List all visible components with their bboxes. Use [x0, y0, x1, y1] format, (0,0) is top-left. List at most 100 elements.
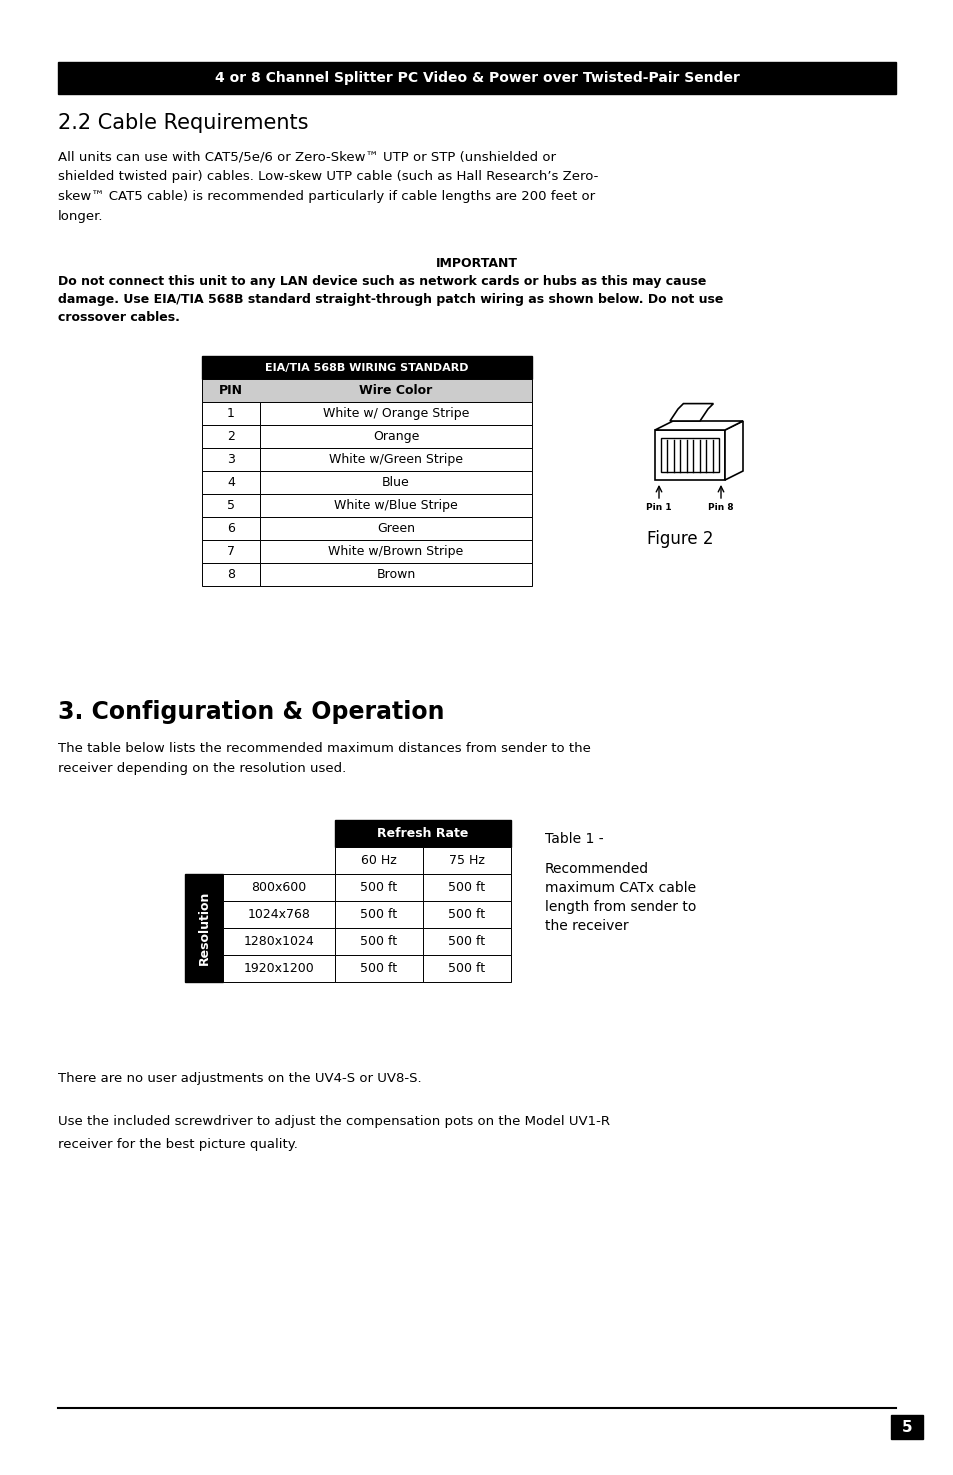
Text: 500 ft: 500 ft — [360, 881, 397, 894]
Bar — [260, 403, 532, 425]
Text: 5: 5 — [227, 499, 234, 512]
Text: 6: 6 — [227, 522, 234, 535]
Text: The table below lists the recommended maximum distances from sender to the: The table below lists the recommended ma… — [58, 742, 590, 755]
Text: crossover cables.: crossover cables. — [58, 311, 180, 324]
Bar — [223, 954, 335, 982]
Text: maximum CATx cable: maximum CATx cable — [544, 881, 696, 895]
Text: shielded twisted pair) cables. Low-skew UTP cable (such as Hall Research’s Zero-: shielded twisted pair) cables. Low-skew … — [58, 170, 598, 183]
Bar — [335, 820, 511, 847]
Text: White w/Green Stripe: White w/Green Stripe — [329, 453, 462, 466]
Text: longer.: longer. — [58, 209, 103, 223]
Text: receiver depending on the resolution used.: receiver depending on the resolution use… — [58, 763, 346, 774]
Text: 3. Configuration & Operation: 3. Configuration & Operation — [58, 701, 444, 724]
Text: 4 or 8 Channel Splitter PC Video & Power over Twisted-Pair Sender: 4 or 8 Channel Splitter PC Video & Power… — [214, 71, 739, 86]
Text: 8: 8 — [227, 568, 234, 581]
Text: Green: Green — [376, 522, 415, 535]
Text: IMPORTANT: IMPORTANT — [436, 257, 517, 270]
Text: length from sender to: length from sender to — [544, 900, 696, 914]
Text: Blue: Blue — [382, 476, 410, 490]
Text: 2.2 Cable Requirements: 2.2 Cable Requirements — [58, 114, 308, 133]
Text: There are no user adjustments on the UV4-S or UV8-S.: There are no user adjustments on the UV4… — [58, 1072, 421, 1086]
Text: Do not connect this unit to any LAN device such as network cards or hubs as this: Do not connect this unit to any LAN devi… — [58, 274, 705, 288]
Polygon shape — [724, 420, 742, 479]
Text: 1280x1024: 1280x1024 — [243, 935, 314, 948]
Bar — [260, 518, 532, 540]
Bar — [223, 875, 335, 901]
Text: Use the included screwdriver to adjust the compensation pots on the Model UV1-R: Use the included screwdriver to adjust t… — [58, 1115, 609, 1128]
Bar — [202, 355, 532, 379]
Bar — [260, 540, 532, 563]
Bar — [422, 901, 511, 928]
Text: Resolution: Resolution — [197, 891, 211, 965]
Bar — [202, 379, 532, 403]
Text: Recommended: Recommended — [544, 861, 648, 876]
Bar — [202, 494, 260, 518]
Bar — [223, 928, 335, 954]
Bar — [260, 494, 532, 518]
Text: 800x600: 800x600 — [251, 881, 306, 894]
Text: 500 ft: 500 ft — [448, 881, 485, 894]
Bar — [660, 438, 719, 472]
Text: White w/Blue Stripe: White w/Blue Stripe — [334, 499, 457, 512]
Bar — [202, 448, 260, 471]
Text: 75 Hz: 75 Hz — [449, 854, 484, 867]
Bar — [422, 928, 511, 954]
Bar — [655, 431, 724, 479]
Text: 2: 2 — [227, 431, 234, 442]
Bar — [335, 875, 422, 901]
Bar — [260, 563, 532, 586]
Text: 500 ft: 500 ft — [360, 909, 397, 920]
Bar — [260, 448, 532, 471]
Text: Wire Color: Wire Color — [359, 384, 432, 397]
Text: EIA/TIA 568B WIRING STANDARD: EIA/TIA 568B WIRING STANDARD — [265, 363, 468, 373]
Bar — [422, 847, 511, 875]
Bar — [202, 563, 260, 586]
Bar — [335, 847, 422, 875]
Text: 500 ft: 500 ft — [448, 935, 485, 948]
Text: White w/Brown Stripe: White w/Brown Stripe — [328, 544, 463, 558]
Text: 1920x1200: 1920x1200 — [243, 962, 314, 975]
Bar — [202, 403, 260, 425]
Text: 5: 5 — [901, 1419, 911, 1435]
Text: 1024x768: 1024x768 — [247, 909, 310, 920]
Bar — [422, 875, 511, 901]
Text: White w/ Orange Stripe: White w/ Orange Stripe — [322, 407, 469, 420]
Bar — [335, 954, 422, 982]
Text: skew™ CAT5 cable) is recommended particularly if cable lengths are 200 feet or: skew™ CAT5 cable) is recommended particu… — [58, 190, 595, 204]
Text: Orange: Orange — [373, 431, 418, 442]
Bar — [260, 425, 532, 448]
Text: 60 Hz: 60 Hz — [361, 854, 396, 867]
Text: 500 ft: 500 ft — [448, 962, 485, 975]
Bar — [422, 954, 511, 982]
Text: 500 ft: 500 ft — [360, 962, 397, 975]
Polygon shape — [669, 404, 713, 420]
Bar — [58, 62, 895, 94]
Text: 500 ft: 500 ft — [448, 909, 485, 920]
Text: the receiver: the receiver — [544, 919, 628, 934]
Polygon shape — [655, 420, 742, 431]
Bar — [202, 425, 260, 448]
Text: 1: 1 — [227, 407, 234, 420]
Bar — [890, 1415, 923, 1440]
Text: PIN: PIN — [219, 384, 243, 397]
Text: 7: 7 — [227, 544, 234, 558]
Text: 4: 4 — [227, 476, 234, 490]
Text: Pin 1: Pin 1 — [645, 503, 671, 512]
Text: Figure 2: Figure 2 — [646, 530, 713, 549]
Text: 3: 3 — [227, 453, 234, 466]
Bar — [223, 901, 335, 928]
Text: Brown: Brown — [376, 568, 416, 581]
Bar — [202, 518, 260, 540]
Text: Pin 8: Pin 8 — [707, 503, 733, 512]
Text: receiver for the best picture quality.: receiver for the best picture quality. — [58, 1139, 297, 1150]
Bar — [260, 471, 532, 494]
Bar — [335, 901, 422, 928]
Text: Refresh Rate: Refresh Rate — [377, 827, 468, 839]
Bar — [185, 875, 223, 982]
Bar — [202, 540, 260, 563]
Bar — [335, 928, 422, 954]
Text: Table 1 -: Table 1 - — [544, 832, 603, 847]
Text: 500 ft: 500 ft — [360, 935, 397, 948]
Text: damage. Use EIA/TIA 568B standard straight-through patch wiring as shown below. : damage. Use EIA/TIA 568B standard straig… — [58, 294, 722, 305]
Bar — [202, 471, 260, 494]
